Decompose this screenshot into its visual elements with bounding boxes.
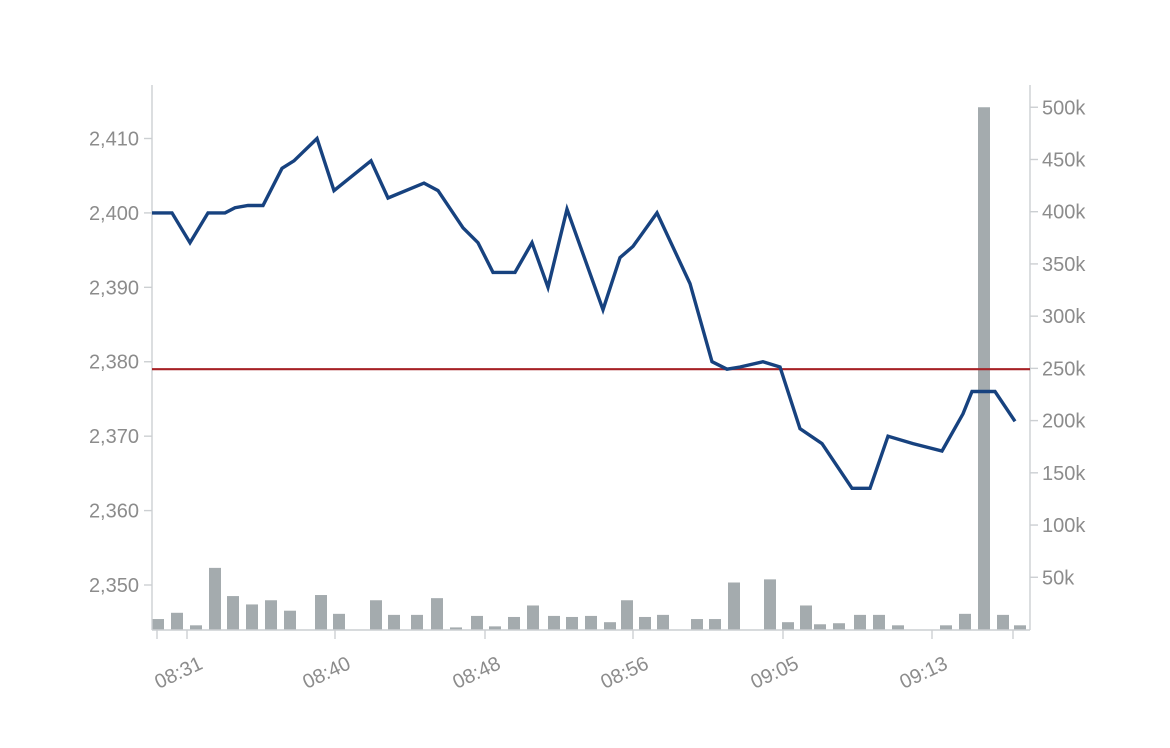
volume-bar	[152, 619, 164, 630]
volume-bar	[527, 605, 539, 630]
volume-bar	[450, 627, 462, 630]
volume-bar	[854, 614, 866, 630]
volume-bar	[370, 600, 382, 630]
price-line	[152, 135, 1017, 490]
volume-bar	[333, 613, 345, 630]
volume-bar	[657, 614, 669, 630]
price-tick-label: 2,380	[89, 352, 139, 374]
volume-bar	[548, 615, 560, 630]
volume-tick-label: 50k	[1042, 567, 1075, 589]
time-tick-label: 09:05	[747, 653, 802, 694]
volume-bar	[800, 605, 812, 630]
volume-bar	[431, 598, 443, 630]
volume-bar	[411, 614, 423, 630]
price-tick-label: 2,350	[89, 575, 139, 597]
time-tick-label: 08:31	[151, 653, 206, 694]
axes-layer	[144, 85, 1038, 639]
volume-bar	[691, 619, 703, 630]
volume-bar	[639, 616, 651, 630]
volume-tick-label: 100k	[1042, 515, 1086, 537]
time-tick-label: 09:13	[896, 653, 951, 694]
volume-tick-label: 400k	[1042, 202, 1086, 224]
price-tick-label: 2,360	[89, 501, 139, 523]
volume-bar	[489, 626, 501, 630]
volume-bar	[265, 600, 277, 630]
volume-tick-label: 350k	[1042, 254, 1086, 276]
volume-bar	[873, 614, 885, 630]
volume-bar	[471, 615, 483, 630]
volume-bar	[764, 579, 776, 630]
volume-bar	[246, 604, 258, 630]
volume-bar	[508, 616, 520, 630]
volume-bar	[728, 582, 740, 630]
volume-bar	[997, 614, 1009, 630]
volume-bar	[892, 625, 904, 630]
volume-tick-label: 300k	[1042, 306, 1086, 328]
volume-bar	[621, 600, 633, 630]
volume-tick-label: 500k	[1042, 97, 1086, 119]
volume-bar	[585, 615, 597, 630]
volume-bar	[940, 625, 952, 630]
volume-bar	[604, 622, 616, 630]
volume-bar	[284, 610, 296, 630]
volume-bar	[782, 622, 794, 630]
time-tick-label: 08:48	[449, 653, 504, 694]
volume-bar	[833, 623, 845, 630]
time-tick-label: 08:40	[299, 653, 354, 694]
volume-bar	[566, 616, 578, 630]
volume-tick-label: 200k	[1042, 411, 1086, 433]
price-tick-label: 2,370	[89, 426, 139, 448]
volume-bar	[814, 624, 826, 630]
volume-tick-label: 450k	[1042, 149, 1086, 171]
volume-bar	[1014, 625, 1026, 630]
price-tick-label: 2,390	[89, 277, 139, 299]
volume-bar	[171, 612, 183, 630]
time-tick-label: 08:56	[597, 653, 652, 694]
price-line-layer	[152, 135, 1017, 490]
volume-bar	[209, 567, 221, 630]
volume-bar	[190, 625, 202, 630]
volume-tick-label: 150k	[1042, 463, 1086, 485]
volume-bar	[959, 613, 971, 630]
volume-bar	[315, 595, 327, 630]
volume-tick-label: 250k	[1042, 358, 1086, 380]
price-tick-label: 2,400	[89, 203, 139, 225]
volume-bar	[709, 619, 721, 630]
volume-bar	[388, 614, 400, 630]
price-tick-label: 2,410	[89, 128, 139, 150]
volume-bar	[227, 596, 239, 630]
